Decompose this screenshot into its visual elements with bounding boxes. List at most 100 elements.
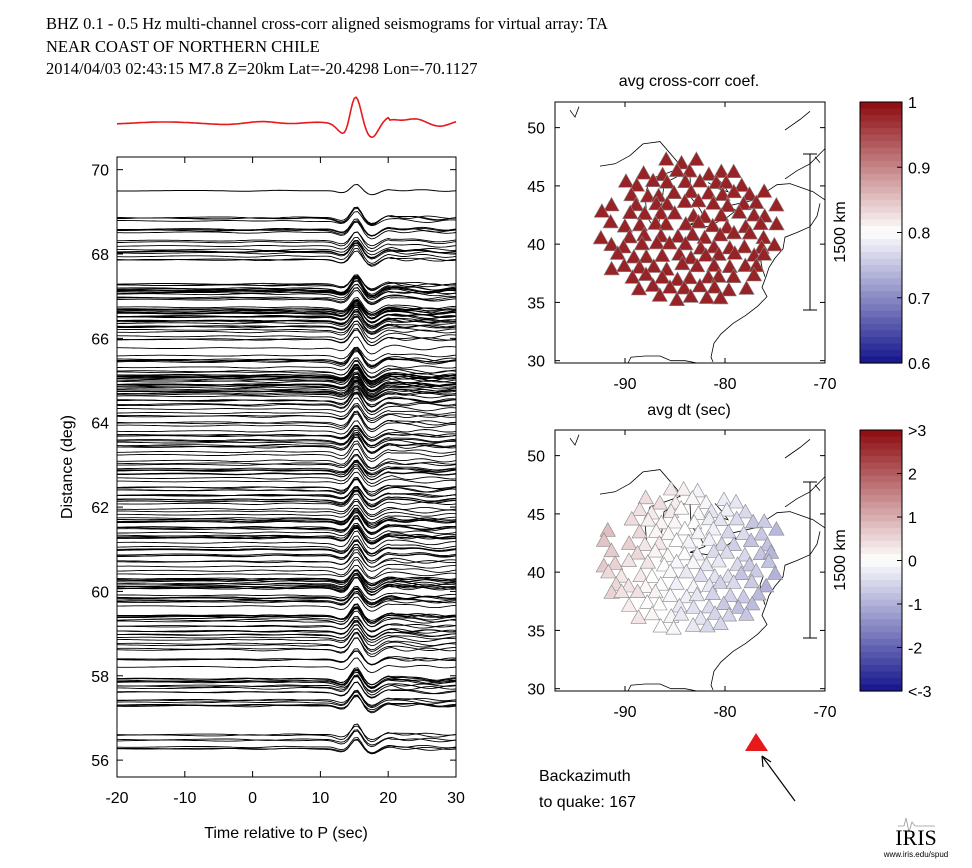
station-marker xyxy=(637,266,655,281)
coastline-segment xyxy=(814,484,821,491)
coastline-segment xyxy=(627,683,709,692)
station-marker xyxy=(592,229,610,245)
station-marker xyxy=(736,546,754,562)
seismogram-trace xyxy=(116,607,457,628)
colorbar-segment xyxy=(860,245,902,253)
y-tick-label: 45 xyxy=(527,179,545,196)
backazimuth-marker-icon xyxy=(745,733,768,751)
coastline-segment xyxy=(569,434,580,446)
station-marker xyxy=(685,599,702,614)
map-avg-dt-scalebar: 1500 km xyxy=(803,481,849,639)
y-tick-label: 40 xyxy=(527,565,545,582)
map-avg-cc-coastline xyxy=(569,106,826,364)
seismogram-trace xyxy=(116,637,457,658)
colorbar-segment xyxy=(860,586,902,594)
seismogram-trace xyxy=(117,240,457,259)
colorbar-segment xyxy=(860,625,902,633)
station-marker xyxy=(658,174,676,189)
station-marker xyxy=(756,513,773,528)
station-marker xyxy=(631,259,648,274)
station-marker xyxy=(621,228,638,244)
seismogram-trace xyxy=(117,559,457,579)
seismogram-trace xyxy=(116,301,457,320)
station-marker xyxy=(760,553,778,568)
station-marker xyxy=(639,594,656,609)
stack-trace xyxy=(116,96,457,139)
station-marker xyxy=(637,578,654,593)
colorbar-segment xyxy=(860,560,902,568)
colorbar-segment xyxy=(860,167,902,175)
map-avg-dt: avg dt (sec) -90 -80 -70 30 35 40 45 50 1500 km… xyxy=(527,402,931,721)
station-marker xyxy=(748,194,765,209)
seismogram-trace xyxy=(116,621,457,637)
seismogram-trace xyxy=(117,511,457,529)
station-marker xyxy=(636,205,653,220)
seismogram-trace xyxy=(116,313,457,330)
station-marker xyxy=(646,542,664,558)
seismogram-trace xyxy=(117,299,456,315)
station-marker xyxy=(682,249,700,265)
colorbar-segment xyxy=(860,232,902,240)
station-marker xyxy=(609,245,626,260)
seismogram-trace xyxy=(116,569,457,584)
seismogram-trace xyxy=(116,379,457,396)
station-marker xyxy=(657,215,675,231)
seismogram-trace xyxy=(117,590,457,608)
station-marker xyxy=(681,269,698,285)
seismogram-trace xyxy=(117,465,457,481)
backazimuth-label-line2: to quake: 167 xyxy=(539,794,636,811)
station-marker xyxy=(648,523,665,538)
station-marker xyxy=(665,184,683,199)
backazimuth-arrowhead-b xyxy=(761,755,772,763)
colorbar-segment xyxy=(860,443,902,451)
colorbar-segment xyxy=(860,475,902,483)
seismogram-trace xyxy=(117,517,457,536)
x-tick-label: -20 xyxy=(105,790,128,807)
x-tick-label: -90 xyxy=(613,376,636,393)
colorbar-segment xyxy=(860,664,902,673)
seismogram-trace xyxy=(116,696,457,711)
seismogram-trace xyxy=(117,287,457,303)
station-marker xyxy=(639,187,657,203)
station-marker xyxy=(720,281,737,297)
station-marker xyxy=(639,553,657,569)
station-marker xyxy=(725,574,742,589)
seismogram-trace xyxy=(117,243,457,258)
colorbar-segment xyxy=(860,430,902,438)
x-tick-label: 10 xyxy=(312,790,330,807)
y-tick-label: 50 xyxy=(527,121,545,138)
station-marker xyxy=(712,511,729,527)
station-marker xyxy=(681,162,698,178)
colorbar-segment xyxy=(860,291,902,299)
seismogram-trace xyxy=(117,512,457,527)
station-marker xyxy=(640,511,657,527)
station-marker xyxy=(674,255,691,271)
seismogram-trace xyxy=(116,346,457,362)
seismogram-trace xyxy=(117,455,457,472)
station-marker xyxy=(725,163,742,178)
coastline-segment xyxy=(710,531,821,690)
x-tick-label: -90 xyxy=(613,704,636,721)
station-marker xyxy=(741,186,758,201)
seismogram-trace xyxy=(117,650,457,665)
station-marker xyxy=(712,615,729,630)
stack-trace-area xyxy=(116,96,457,139)
backazimuth-arrowhead-a xyxy=(761,755,764,768)
station-marker xyxy=(706,278,723,294)
coastline-segment xyxy=(569,106,580,118)
station-marker xyxy=(684,617,702,632)
seismogram-trace xyxy=(117,516,457,534)
station-marker xyxy=(699,617,716,633)
seismogram-trace xyxy=(116,633,457,652)
seismogram-trace xyxy=(117,570,457,587)
map-avg-cc-ticks: -90 -80 -70 30 35 40 45 50 xyxy=(527,102,837,393)
y-tick-label: 56 xyxy=(91,753,109,770)
station-marker xyxy=(627,196,645,212)
colorbar-segment xyxy=(860,193,902,201)
colorbar-segment xyxy=(860,488,902,496)
map-avg-cc-title: avg cross-corr coef. xyxy=(619,73,759,90)
station-marker xyxy=(688,257,706,273)
colorbar-segment xyxy=(860,540,902,549)
colorbar-segment xyxy=(860,317,902,325)
